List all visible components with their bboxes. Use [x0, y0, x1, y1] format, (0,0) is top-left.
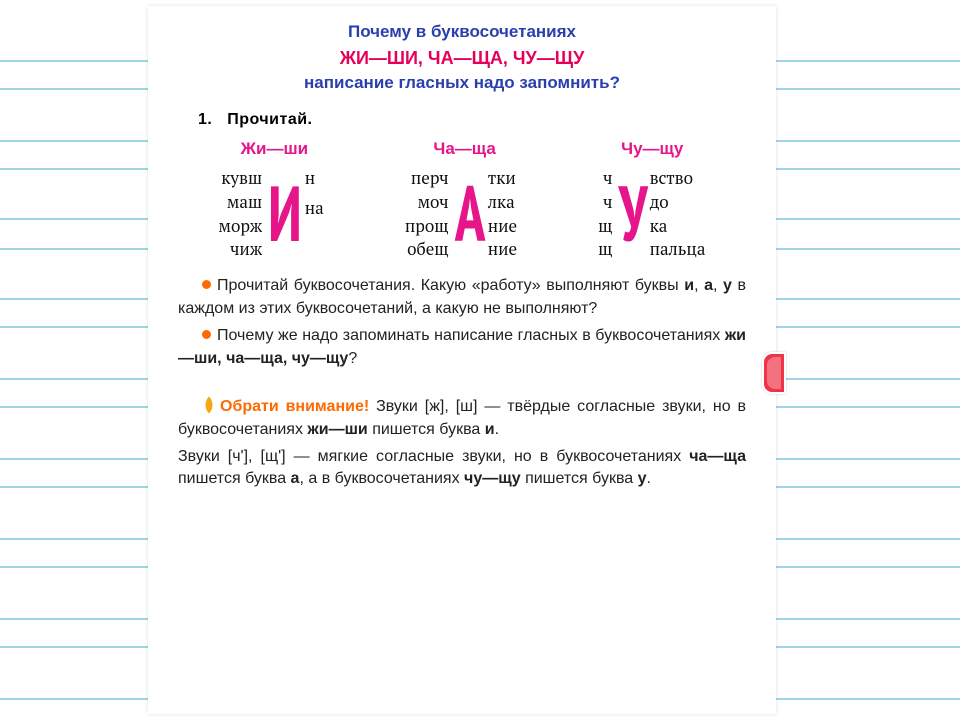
- column-headers: Жи—ши Ча—ща Чу—щу: [178, 139, 746, 159]
- leaf-icon: [202, 398, 216, 412]
- exercise-heading: 1. Прочитай.: [198, 111, 746, 129]
- exercise-number: 1.: [198, 111, 212, 128]
- title-line-1: Почему в буквосочетаниях: [178, 20, 746, 45]
- question-para-1: Прочитай буквосочетания. Какую «работу» …: [178, 275, 746, 320]
- title-line-3: написание гласных надо запомнить?: [178, 71, 746, 96]
- exercise-text: Прочитай.: [227, 111, 312, 128]
- note-body-2: Звуки [ч'], [щ'] — мягкие согласные звук…: [178, 448, 746, 488]
- bullet-icon: [202, 280, 211, 289]
- page-edge-tab: [762, 352, 786, 394]
- bullet-icon: [202, 330, 211, 339]
- question-text-1: Прочитай буквосочетания. Какую «работу» …: [178, 277, 746, 317]
- col-header-3: Чу—щу: [621, 139, 683, 159]
- attention-note: Обрати внимание! Звуки [ж], [ш] — твёрды…: [178, 396, 746, 491]
- question-para-2: Почему же надо запоминать написание глас…: [178, 325, 746, 370]
- word-columns: кувшмашморжчижИнна перчмочпрощобещАткилк…: [178, 169, 746, 257]
- title-line-2: ЖИ—ШИ, ЧА—ЩА, ЧУ—ЩУ: [178, 45, 746, 71]
- page-title: Почему в буквосочетаниях ЖИ—ШИ, ЧА—ЩА, Ч…: [178, 20, 746, 95]
- question-text-2: Почему же надо запоминать написание глас…: [178, 327, 746, 367]
- col-header-2: Ча—ща: [433, 139, 495, 159]
- note-para-2: Звуки [ч'], [щ'] — мягкие согласные звук…: [178, 446, 746, 491]
- textbook-page: Почему в буквосочетаниях ЖИ—ШИ, ЧА—ЩА, Ч…: [148, 6, 776, 714]
- note-para-1: Обрати внимание! Звуки [ж], [ш] — твёрды…: [178, 396, 746, 441]
- note-title: Обрати внимание!: [220, 398, 369, 415]
- col-header-1: Жи—ши: [241, 139, 308, 159]
